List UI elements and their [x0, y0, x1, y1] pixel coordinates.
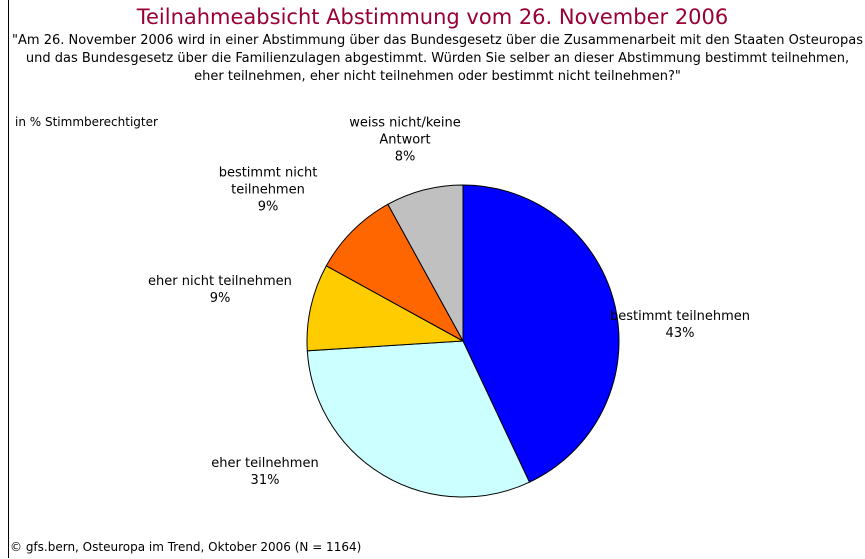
slice-label: weiss nicht/keine Antwort 8% — [340, 115, 470, 166]
slice-value: 8% — [394, 149, 416, 165]
slice-label: bestimmt teilnehmen 43% — [580, 308, 780, 342]
question: "Am 26. November 2006 wird in einer Abst… — [10, 32, 865, 86]
slice-name: bestimmt nicht teilnehmen — [218, 165, 318, 198]
source: © gfs.bern, Osteuropa im Trend, Oktober … — [10, 540, 362, 554]
slice-name: eher teilnehmen — [211, 456, 319, 471]
slice-value: 9% — [257, 199, 279, 215]
chart-title: Teilnahmeabsicht Abstimmung vom 26. Nove… — [136, 5, 729, 29]
pie-slice — [387, 184, 464, 342]
slice-value: 31% — [250, 473, 280, 488]
slice-name: eher nicht teilnehmen — [148, 274, 292, 289]
slice-value: 43% — [665, 326, 695, 341]
pie-slice — [306, 265, 465, 352]
slice-value: 9% — [209, 291, 231, 306]
slice-name: weiss nicht/keine Antwort — [349, 115, 461, 148]
question-text: "Am 26. November 2006 wird in einer Abst… — [12, 33, 863, 84]
unit-label: in % Stimmberechtigter — [15, 115, 158, 129]
slice-label: eher nicht teilnehmen 9% — [120, 273, 320, 307]
slice-name: bestimmt teilnehmen — [610, 309, 750, 324]
frame — [8, 0, 865, 558]
slice-label: eher teilnehmen 31% — [165, 455, 365, 489]
pie-slice — [306, 340, 531, 498]
pie-slice — [325, 203, 465, 343]
pie-slice — [462, 184, 620, 483]
slice-label: bestimmt nicht teilnehmen 9% — [213, 165, 323, 216]
